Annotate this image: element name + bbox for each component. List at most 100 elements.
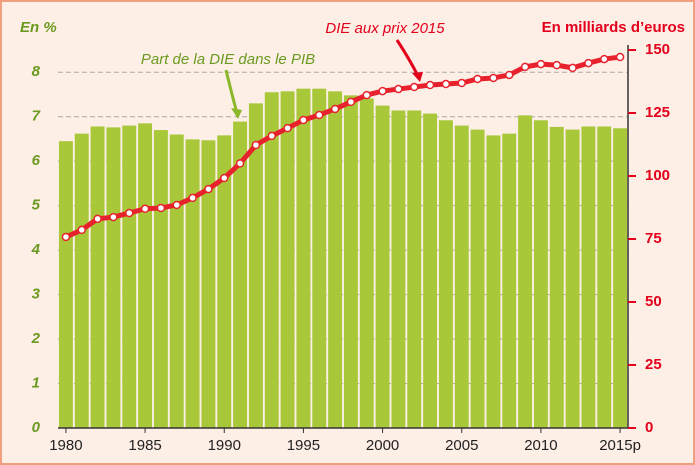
line-marker [61,232,71,242]
bar [90,126,105,428]
bar [359,98,374,429]
line-marker [140,204,150,214]
line-marker [520,62,530,72]
line-marker [568,63,577,73]
bar [312,88,327,428]
y-tick-label: 4 [31,241,41,258]
bar [470,129,485,428]
line-layer [61,52,625,242]
line-marker [410,82,419,92]
bar [153,130,168,428]
line-marker [251,140,261,150]
x-tick-label: 2010 [524,437,557,454]
bar [217,135,232,428]
line-marker [188,193,197,203]
line-marker [615,52,625,62]
bar [185,139,200,429]
bar [264,92,279,428]
y2-tick-label: 125 [645,104,670,121]
line-marker [109,212,118,222]
x-tick-label: 1980 [49,437,82,454]
y-tick-label: 1 [32,374,40,391]
line-marker [77,225,86,235]
bar [565,129,580,428]
bar [375,105,390,429]
line-marker [378,86,387,96]
bar [581,126,596,428]
line-marker [473,74,482,84]
line-marker [346,97,356,107]
y-tick-label: 7 [32,108,41,125]
bar [248,103,263,428]
bar [613,128,628,428]
line-marker [425,80,435,90]
y-axis-label: En % [20,19,57,36]
bar [407,110,422,428]
grid [58,71,628,385]
y2-axis-label: En milliards d’euros [542,19,685,36]
line-marker [552,60,561,70]
line-marker [267,131,276,141]
line-marker [220,173,229,183]
y-tick-label: 2 [31,330,41,347]
y-tick-label: 8 [32,63,41,80]
bar [533,120,548,429]
y-tick-label: 6 [32,152,41,169]
bar [454,125,469,428]
line-marker [584,58,593,68]
bar [280,91,295,428]
line-marker [156,203,166,213]
bar [597,126,612,428]
y2-tick-label: 150 [645,41,670,58]
y2-tick-label: 25 [645,356,662,373]
bar [518,115,533,428]
y-tick-label: 5 [32,197,41,214]
arrowhead [231,108,242,119]
line-marker [172,200,181,210]
bar [201,140,216,428]
x-tick-label: 2005 [445,437,478,454]
line-marker [299,115,308,125]
bar [328,91,343,428]
line-marker [204,184,213,194]
y-tick-label: 3 [32,286,41,303]
x-tick-label: 1990 [208,437,241,454]
line-marker [125,208,134,218]
y2-tick-label: 50 [645,293,662,310]
line-marker [283,123,292,133]
line-marker [394,84,403,94]
bar [74,133,89,428]
line-marker [600,54,609,64]
bar [343,95,358,429]
line-marker [315,110,324,120]
x-tick-label: 1985 [128,437,161,454]
arrowhead [412,72,423,82]
line-marker [441,79,451,89]
labels: 0 1 2 3 4 5 6 7 8 0 25 50 75 100 125 150 1980 1985 1990 199… [31,41,670,454]
y2-tick-label: 75 [645,230,662,247]
bar [122,125,137,428]
x-tick-label: 2015p [599,437,641,454]
bar [438,120,453,429]
line-marker [235,159,245,168]
bar [106,127,121,429]
line-marker [93,214,102,224]
x-tick-label: 1995 [287,437,320,454]
y2-tick-label: 0 [645,419,653,436]
x-tick-label: 2000 [366,437,399,454]
bar [486,135,501,428]
bar [138,123,153,429]
bar-series-label: Part de la DIE dans le PIB [141,51,315,68]
bar [423,113,438,428]
bar [58,141,73,428]
bar [296,88,311,428]
bar [233,121,248,428]
line-marker [457,78,466,88]
line-series-label: DIE aux prix 2015 [325,20,445,37]
line-marker [536,59,546,69]
line-marker [362,90,371,100]
y-tick-label: 0 [32,419,41,436]
y2-tick-label: 100 [645,167,670,184]
bar [502,133,517,428]
